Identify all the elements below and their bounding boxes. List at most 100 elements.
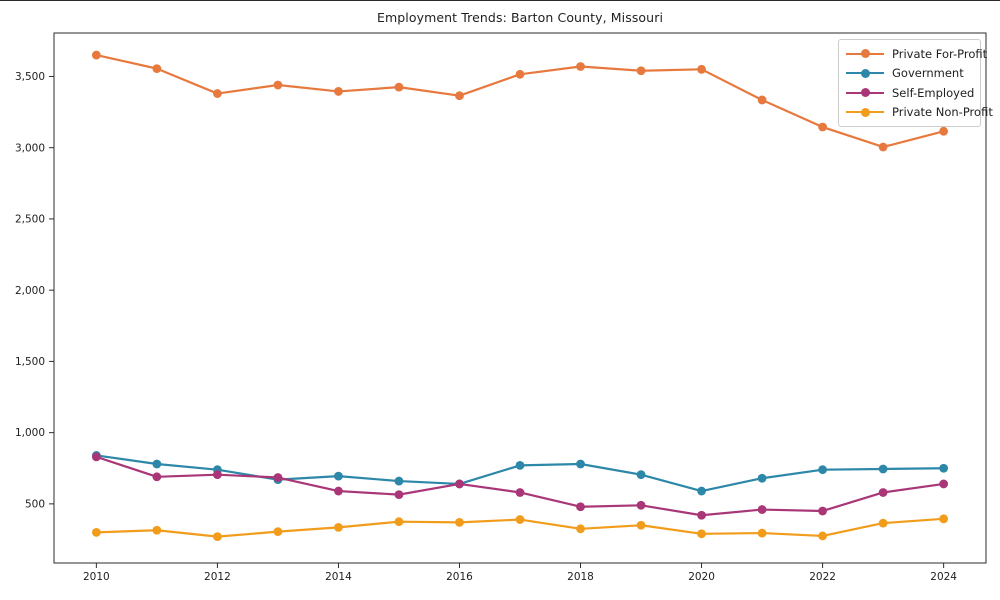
data-point-government-2015 [394, 476, 404, 486]
data-point-private-for-profit-2021 [757, 95, 767, 105]
data-point-self-employed-2024 [939, 479, 949, 489]
legend-item-government: Government [846, 64, 974, 84]
data-point-government-2022 [818, 465, 827, 475]
legend-label: Government [892, 66, 964, 81]
legend-dot-swatch [860, 107, 870, 117]
x-axis: 2010 2012 2014 2016 2018 2020 2022 2024 [83, 563, 957, 583]
data-point-self-employed-2016 [455, 479, 464, 489]
data-point-private-non-profit-2022 [818, 531, 827, 541]
data-point-private-non-profit-2010 [91, 527, 101, 537]
data-point-self-employed-2014 [334, 486, 343, 496]
series-self-employed [91, 452, 949, 520]
data-point-government-2023 [878, 464, 888, 474]
data-point-self-employed-2019 [636, 500, 646, 510]
x-tick-label: 2016 [446, 571, 473, 583]
data-point-self-employed-2021 [757, 505, 767, 514]
x-tick-label: 2014 [325, 571, 352, 583]
data-point-government-2018 [576, 459, 585, 469]
series-line-private-for-profit [95, 53, 945, 149]
legend-dot-swatch [860, 49, 870, 59]
data-point-private-non-profit-2011 [152, 525, 162, 535]
data-point-private-non-profit-2016 [455, 517, 464, 527]
data-point-private-non-profit-2021 [757, 528, 767, 538]
data-point-government-2011 [152, 459, 162, 469]
data-point-private-non-profit-2020 [697, 529, 706, 539]
data-point-government-2019 [636, 470, 646, 480]
data-point-government-2017 [515, 461, 525, 470]
data-point-government-2021 [757, 473, 767, 483]
y-tick-label: 3,000 [15, 142, 45, 154]
x-tick-label: 2024 [930, 571, 957, 583]
data-point-private-non-profit-2019 [636, 520, 646, 530]
data-point-private-for-profit-2023 [878, 142, 888, 152]
data-point-private-for-profit-2013 [273, 80, 283, 90]
axes-spines [53, 32, 987, 564]
y-tick-label: 2,000 [15, 285, 45, 297]
data-point-private-non-profit-2023 [878, 518, 888, 528]
y-tick-label: 500 [25, 498, 45, 510]
y-tick-label: 1,500 [15, 356, 45, 368]
legend-dot-swatch [860, 88, 870, 98]
data-point-self-employed-2018 [576, 502, 585, 512]
data-point-self-employed-2012 [213, 470, 222, 480]
data-point-private-non-profit-2012 [213, 532, 222, 542]
data-point-government-2014 [334, 471, 343, 481]
legend-label: Self-Employed [892, 85, 975, 100]
chart-title: Employment Trends: Barton County, Missou… [376, 10, 664, 25]
data-point-private-for-profit-2018 [576, 62, 585, 71]
y-tick-label: 3,500 [15, 71, 45, 83]
data-point-private-non-profit-2013 [273, 527, 283, 537]
data-point-private-for-profit-2011 [152, 64, 162, 74]
legend-label: Private For-Profit [892, 46, 988, 61]
series-private-for-profit [91, 50, 949, 152]
legend-marker-icon [846, 88, 884, 98]
legend-item-private-for-profit: Private For-Profit [846, 44, 987, 64]
x-tick-label: 2022 [809, 571, 836, 583]
data-point-private-for-profit-2024 [939, 126, 949, 136]
data-point-private-for-profit-2020 [697, 64, 706, 74]
x-tick-label: 2018 [567, 571, 594, 583]
data-point-private-for-profit-2016 [455, 91, 464, 101]
data-point-government-2020 [697, 486, 706, 496]
data-point-private-for-profit-2022 [818, 122, 827, 132]
data-point-self-employed-2013 [273, 473, 283, 482]
y-tick-label: 1,000 [15, 427, 45, 439]
data-point-private-non-profit-2018 [576, 524, 585, 534]
data-point-self-employed-2023 [878, 488, 888, 497]
series-line-government [95, 454, 945, 493]
legend-marker-icon [846, 49, 884, 59]
data-point-self-employed-2015 [394, 490, 404, 500]
data-point-self-employed-2022 [818, 506, 827, 516]
legend-label: Private Non-Profit [892, 105, 993, 120]
legend-marker-icon [846, 107, 884, 117]
y-tick-label: 2,500 [15, 214, 45, 226]
y-axis: 500 1,000 1,500 2,000 2,500 3,000 3,500 [15, 71, 54, 510]
data-point-private-for-profit-2010 [91, 50, 101, 60]
data-point-private-for-profit-2015 [394, 82, 404, 92]
series-private-non-profit [91, 514, 949, 542]
data-point-self-employed-2011 [152, 472, 162, 482]
legend-dot-swatch [860, 68, 870, 78]
data-point-self-employed-2017 [515, 488, 525, 497]
x-tick-label: 2012 [204, 571, 231, 583]
data-point-self-employed-2020 [697, 510, 706, 520]
data-point-private-non-profit-2017 [515, 515, 525, 524]
legend-marker-icon [846, 68, 884, 78]
data-point-private-non-profit-2024 [939, 514, 949, 524]
window-top-edge [0, 0, 1000, 1]
data-point-self-employed-2010 [91, 452, 101, 462]
data-point-private-for-profit-2012 [213, 89, 222, 98]
legend-box: Private For-Profit Government Self-Employe… [838, 39, 993, 127]
data-point-government-2024 [939, 463, 949, 473]
data-point-private-for-profit-2017 [515, 69, 525, 79]
data-point-private-non-profit-2014 [334, 522, 343, 532]
data-point-private-non-profit-2015 [394, 517, 404, 527]
x-tick-label: 2010 [83, 571, 110, 583]
series-government [91, 451, 949, 496]
legend-item-private-non-profit: Private Non-Profit [846, 103, 993, 123]
data-point-private-for-profit-2019 [636, 66, 646, 76]
x-tick-label: 2020 [688, 571, 715, 583]
data-point-private-for-profit-2014 [334, 87, 343, 96]
